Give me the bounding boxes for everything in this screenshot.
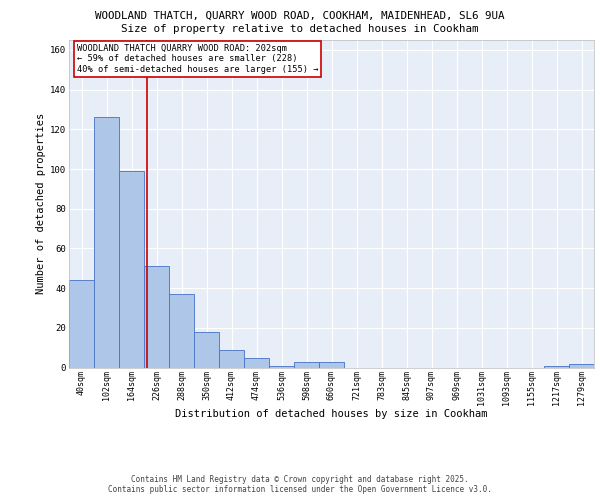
Bar: [244, 358, 269, 368]
Bar: [194, 332, 219, 368]
Bar: [569, 364, 594, 368]
Bar: [144, 266, 169, 368]
Bar: [219, 350, 244, 368]
Text: WOODLAND THATCH, QUARRY WOOD ROAD, COOKHAM, MAIDENHEAD, SL6 9UA: WOODLAND THATCH, QUARRY WOOD ROAD, COOKH…: [95, 11, 505, 21]
Text: Contains HM Land Registry data © Crown copyright and database right 2025.
Contai: Contains HM Land Registry data © Crown c…: [108, 474, 492, 494]
Bar: [69, 280, 94, 368]
Bar: [544, 366, 569, 368]
Text: Size of property relative to detached houses in Cookham: Size of property relative to detached ho…: [121, 24, 479, 34]
Bar: [169, 294, 194, 368]
X-axis label: Distribution of detached houses by size in Cookham: Distribution of detached houses by size …: [175, 410, 488, 420]
Bar: [294, 362, 319, 368]
Bar: [94, 118, 119, 368]
Y-axis label: Number of detached properties: Number of detached properties: [36, 113, 46, 294]
Text: WOODLAND THATCH QUARRY WOOD ROAD: 202sqm
← 59% of detached houses are smaller (2: WOODLAND THATCH QUARRY WOOD ROAD: 202sqm…: [77, 44, 319, 74]
Bar: [319, 362, 344, 368]
Bar: [269, 366, 294, 368]
Bar: [119, 171, 144, 368]
